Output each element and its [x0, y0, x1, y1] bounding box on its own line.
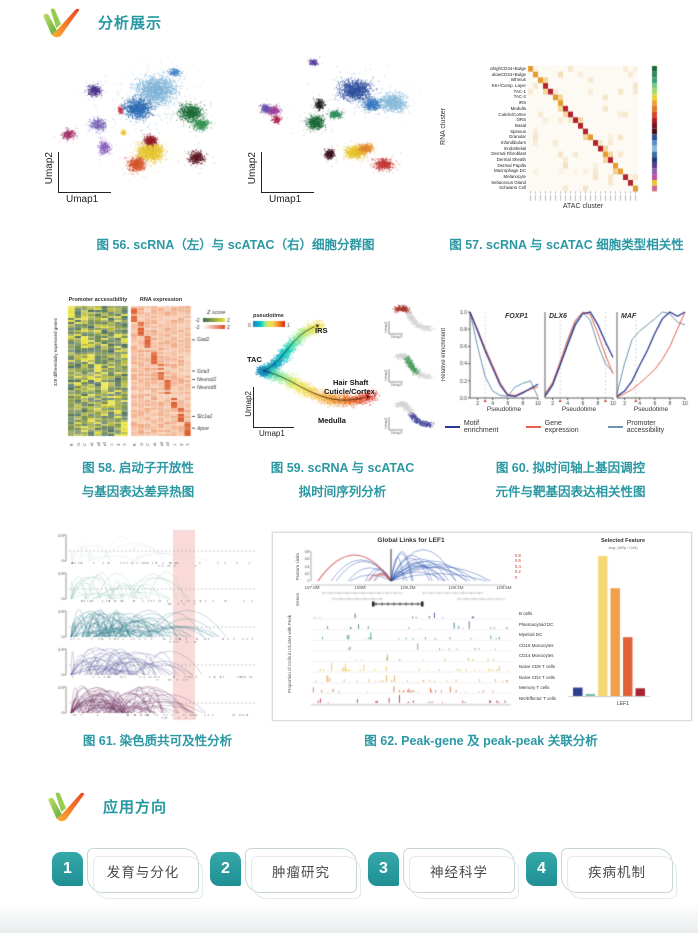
- analysis-section-header: 分析展示: [40, 6, 162, 38]
- fig58-right-panel-title: RNA expression: [139, 297, 183, 303]
- fig56-left-xlabel: Umap1: [66, 194, 99, 205]
- applications-section-title: 应用方向: [103, 798, 168, 816]
- fig59-caption: 图 59. scRNA 与 scATAC 拟时间序列分析: [270, 461, 415, 499]
- fig62-selected-feature-title: Selected Feature: [600, 538, 646, 544]
- application-items: 1 发育与分化 2 肿瘤研究 3 神经科学 4 疾病机制: [52, 848, 673, 894]
- fig61-coaccessibility: [55, 528, 260, 728]
- application-number-badge: 1: [52, 852, 83, 886]
- fig59-axes: [253, 387, 294, 428]
- application-label-pill: 发育与分化: [87, 848, 199, 893]
- fig60-legend-item: Motif enrichment: [445, 420, 512, 434]
- fig56-left-umap: Umap1 Umap2: [38, 52, 243, 232]
- fig56-caption: 图 56. scRNA（左）与 scATAC（右）细胞分群图: [96, 238, 375, 252]
- fig56-left-axes: [58, 152, 111, 193]
- fig57-heatmap-canvas: [440, 58, 695, 223]
- application-number-badge: 3: [368, 852, 399, 886]
- fig58-ylabel: 328 differentially expressed genes: [53, 318, 58, 387]
- analysis-section-title: 分析展示: [98, 14, 163, 32]
- fig62-feature-links-label: Feature Links: [295, 553, 300, 581]
- fig60-xlabel-2: Pseudotime: [561, 406, 597, 413]
- fig62-caption: 图 62. Peak-gene 及 peak-peak 关联分析: [364, 734, 598, 748]
- fig60-lineplots: Relative enrichment FOXP1 DLX6 MAF Pseud…: [441, 300, 690, 440]
- application-label-pill: 神经科学: [403, 848, 515, 893]
- application-number-badge: 2: [210, 852, 241, 886]
- fig60-ylabel: Relative enrichment: [441, 328, 447, 382]
- fig59-colorbar-label: pseudotime: [253, 313, 284, 319]
- fig57-row-labels: αhighCD34+Bulge αlowCD34+Bulge Isthmus K6+/…: [490, 66, 526, 191]
- fig60-legend-item: Gene expression: [525, 420, 594, 434]
- application-item: 1 发育与分化: [52, 848, 199, 894]
- application-item: 4 疾病机制: [526, 848, 673, 894]
- fig59-label-irs: IRS: [315, 326, 328, 335]
- fig61-arcs-canvas: [55, 528, 260, 728]
- fig56-left-ylabel: Umap2: [44, 152, 55, 185]
- fig59-label-hairshaft: Hair Shaft: [333, 378, 369, 387]
- fig62-title: Global Links for LEF1: [377, 537, 445, 544]
- fig56-left-umap-canvas: [38, 52, 243, 232]
- fig62-genome-ticks: 107.8M 108M 108.2M 108.4M 108.6M: [304, 585, 512, 590]
- fig62-cluster-labels: B cells Plasmacytoid DC Myeloid DC CD16 Mon…: [519, 611, 557, 701]
- fig58-caption: 图 58. 启动子开放性 与基因表达差异热图: [81, 461, 195, 499]
- fig62-links-canvas: [273, 533, 691, 720]
- fig59-trajectory-canvas: [245, 293, 440, 453]
- fig57-ylabel: RNA cluster: [440, 108, 447, 145]
- fig60-panel3-title: MAF: [621, 313, 637, 320]
- legend-line-swatch: [445, 426, 460, 428]
- legend-line-swatch: [607, 426, 623, 428]
- legend-line-swatch: [525, 426, 541, 428]
- application-item: 3 神经科学: [368, 848, 515, 894]
- applications-section-header: 应用方向: [45, 790, 167, 822]
- brand-logo-icon: [43, 8, 80, 38]
- fig60-caption: 图 60. 拟时间轴上基因调控 元件与靶基因表达相关性图: [495, 461, 646, 499]
- fig60-lineplot-canvas: [445, 300, 690, 440]
- application-label-pill: 肿瘤研究: [245, 848, 357, 893]
- fig62-genes-label: Genes: [295, 593, 300, 607]
- fig62-selected-feature-subtitle: Avg. (#Rp / Cell): [608, 545, 638, 550]
- fig58-heatmaps: Promoter accessibility RNA expression 32…: [35, 296, 245, 446]
- fig57-caption: 图 57. scRNA 与 scATAC 细胞类型相关性: [449, 238, 684, 252]
- fig59-xlabel: Umap1: [259, 429, 285, 438]
- fig56-right-ylabel: Umap2: [247, 152, 258, 185]
- fig56-right-umap-canvas: [243, 52, 433, 232]
- application-number-badge: 4: [526, 852, 557, 886]
- fig62-proportion-label: Proportion of Cells in Cluster with Peak: [287, 615, 292, 694]
- brand-logo-icon: [48, 792, 85, 822]
- fig61-caption: 图 61. 染色质共可及性分析: [82, 734, 233, 748]
- fig60-xlabel-1: Pseudotime: [486, 406, 522, 413]
- fig56-right-xlabel: Umap1: [269, 194, 302, 205]
- fig59-label-tac: TAC: [247, 355, 262, 364]
- fig58-left-panel-title: Promoter accessibility: [68, 297, 128, 303]
- fig56-right-axes: [261, 152, 314, 193]
- fig57-xlabel: ATAC cluster: [562, 203, 604, 210]
- fig60-xlabel-3: Pseudotime: [633, 406, 669, 413]
- fig60-legend-item: Promoter accessibility: [607, 420, 690, 434]
- fig59-pseudotime-trajectory: pseudotime TAC IRS Hair Shaft Cuticle/Co…: [244, 293, 440, 453]
- fig59-label-medulla: Medulla: [318, 416, 346, 425]
- fig59-ylabel: Umap2: [244, 391, 253, 417]
- application-label-pill: 疾病机制: [561, 848, 673, 893]
- fig60-legend: Motif enrichment Gene expression Promote…: [445, 420, 690, 434]
- fig60-panel2-title: DLX6: [549, 313, 567, 320]
- fig59-label-cuticle: Cuticle/Cortex: [324, 387, 375, 396]
- application-item: 2 肿瘤研究: [210, 848, 357, 894]
- page-bottom-band: [0, 903, 698, 933]
- fig60-panel1-title: FOXP1: [505, 313, 528, 320]
- fig62-bar-xlabel: LEF1: [617, 701, 629, 707]
- fig58-heatmap-canvas: [35, 296, 245, 446]
- fig62-peak-gene-links: Global Links for LEF1 Feature Links 0.8 0…: [272, 532, 692, 721]
- fig56-right-umap: Umap1 Umap2: [243, 52, 433, 232]
- fig57-correlation-heatmap: αhighCD34+Bulge αlowCD34+Bulge Isthmus K6+/…: [440, 58, 695, 223]
- fig62-link-scale: 0.8 0.6 0.4 0.2 0: [515, 553, 521, 580]
